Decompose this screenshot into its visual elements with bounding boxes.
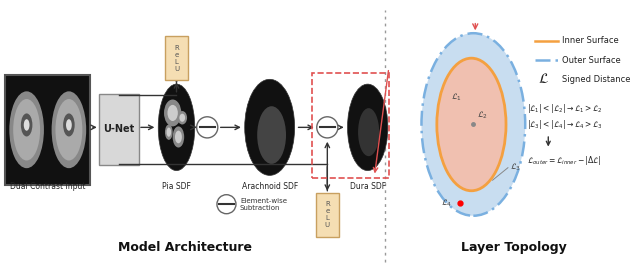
Ellipse shape <box>437 58 506 191</box>
Ellipse shape <box>244 79 294 175</box>
Text: R
e
L
U: R e L U <box>324 201 330 228</box>
Ellipse shape <box>168 105 178 121</box>
Text: Arachnoid SDF: Arachnoid SDF <box>241 182 298 191</box>
Ellipse shape <box>13 99 40 160</box>
FancyBboxPatch shape <box>316 193 339 237</box>
Text: Layer Topology: Layer Topology <box>461 241 567 254</box>
Bar <box>6 75 90 185</box>
Text: Dura SDF: Dura SDF <box>349 182 386 191</box>
Ellipse shape <box>166 128 171 137</box>
Text: $\mathcal{L}_1$: $\mathcal{L}_1$ <box>451 92 461 103</box>
Circle shape <box>217 195 236 214</box>
Ellipse shape <box>422 33 525 216</box>
Text: Element-wise
Subtraction: Element-wise Subtraction <box>240 198 287 211</box>
Ellipse shape <box>52 91 86 168</box>
Text: R
e
L
U: R e L U <box>174 45 179 72</box>
Ellipse shape <box>56 99 83 160</box>
Text: Model Architecture: Model Architecture <box>118 241 252 254</box>
FancyBboxPatch shape <box>99 94 139 165</box>
Text: U-Net: U-Net <box>103 124 134 134</box>
Ellipse shape <box>179 114 185 122</box>
Circle shape <box>317 117 338 138</box>
Ellipse shape <box>348 84 388 171</box>
Text: $|\mathcal{L}_1|<|\mathcal{L}_2|\rightarrow \mathcal{L}_1>\mathcal{L}_2$: $|\mathcal{L}_1|<|\mathcal{L}_2|\rightar… <box>527 102 603 115</box>
Text: Signed Distance: Signed Distance <box>562 75 630 84</box>
Text: $\mathcal{L}_2$: $\mathcal{L}_2$ <box>477 109 488 120</box>
Circle shape <box>196 117 218 138</box>
Text: $|\mathcal{L}_3|<|\mathcal{L}_4|\rightarrow \mathcal{L}_4>\mathcal{L}_3$: $|\mathcal{L}_3|<|\mathcal{L}_4|\rightar… <box>527 118 603 131</box>
Ellipse shape <box>164 100 181 126</box>
Ellipse shape <box>175 131 182 143</box>
Ellipse shape <box>173 126 184 147</box>
Text: Pia SDF: Pia SDF <box>162 182 191 191</box>
Ellipse shape <box>165 125 173 140</box>
Ellipse shape <box>177 111 187 125</box>
Text: Inner Surface: Inner Surface <box>562 36 618 45</box>
Text: Dual Contrast Input: Dual Contrast Input <box>10 182 86 191</box>
Ellipse shape <box>358 108 379 156</box>
Ellipse shape <box>66 119 72 131</box>
Bar <box>312 73 389 178</box>
Text: $\mathcal{L}_4$: $\mathcal{L}_4$ <box>441 197 452 209</box>
Ellipse shape <box>10 91 44 168</box>
Text: $\mathcal{L}$: $\mathcal{L}$ <box>538 72 548 86</box>
Text: $\mathcal{L}_{outer}=\mathcal{L}_{inner}-|\Delta\mathcal{L}|$: $\mathcal{L}_{outer}=\mathcal{L}_{inner}… <box>527 154 602 168</box>
Text: $\mathcal{L}_3$: $\mathcal{L}_3$ <box>510 162 521 174</box>
Ellipse shape <box>158 84 195 171</box>
Ellipse shape <box>24 119 29 131</box>
Text: Outer Surface: Outer Surface <box>562 55 620 65</box>
Ellipse shape <box>257 106 286 164</box>
Ellipse shape <box>21 113 33 137</box>
FancyBboxPatch shape <box>165 36 188 80</box>
Ellipse shape <box>63 113 75 137</box>
